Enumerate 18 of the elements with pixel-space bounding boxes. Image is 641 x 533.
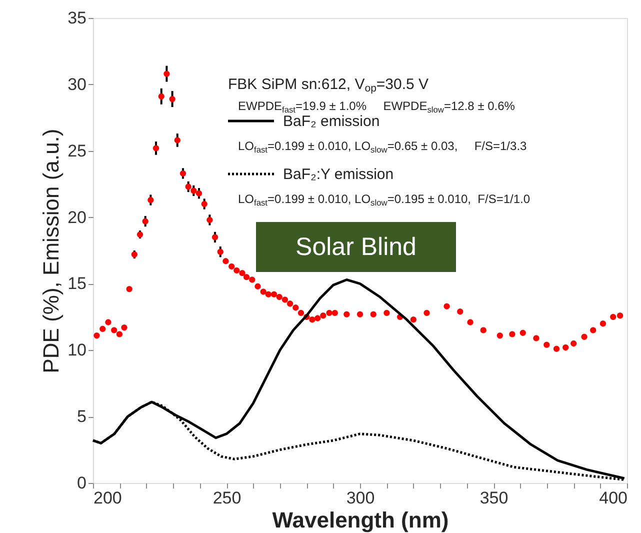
y-tick-label: 20: [68, 208, 86, 227]
x-tick-label: 200: [94, 488, 122, 508]
legend-label: BaF₂ emission: [283, 113, 380, 130]
legend-label: BaF₂:Y emission: [283, 166, 394, 183]
y-tick-label: 35: [68, 8, 86, 28]
y-tick-label: 25: [68, 141, 86, 160]
annotation: Solar Blind: [296, 233, 416, 261]
x-tick-label: 400: [599, 488, 628, 508]
x-axis-title: Wavelength (nm): [272, 508, 449, 532]
y-tick-label: 0: [77, 474, 86, 492]
x-tick-label: 300: [346, 488, 375, 508]
y-tick-label: 30: [68, 74, 86, 94]
y-tick-label: 15: [68, 274, 86, 294]
x-tick-label: 350: [480, 488, 508, 508]
y-axis-title: PDE (%), Emission (a.u.): [38, 128, 64, 374]
y-tick-label: 10: [68, 340, 86, 360]
x-tick-label: 250: [212, 488, 242, 508]
y-tick-label: 5: [77, 407, 86, 426]
